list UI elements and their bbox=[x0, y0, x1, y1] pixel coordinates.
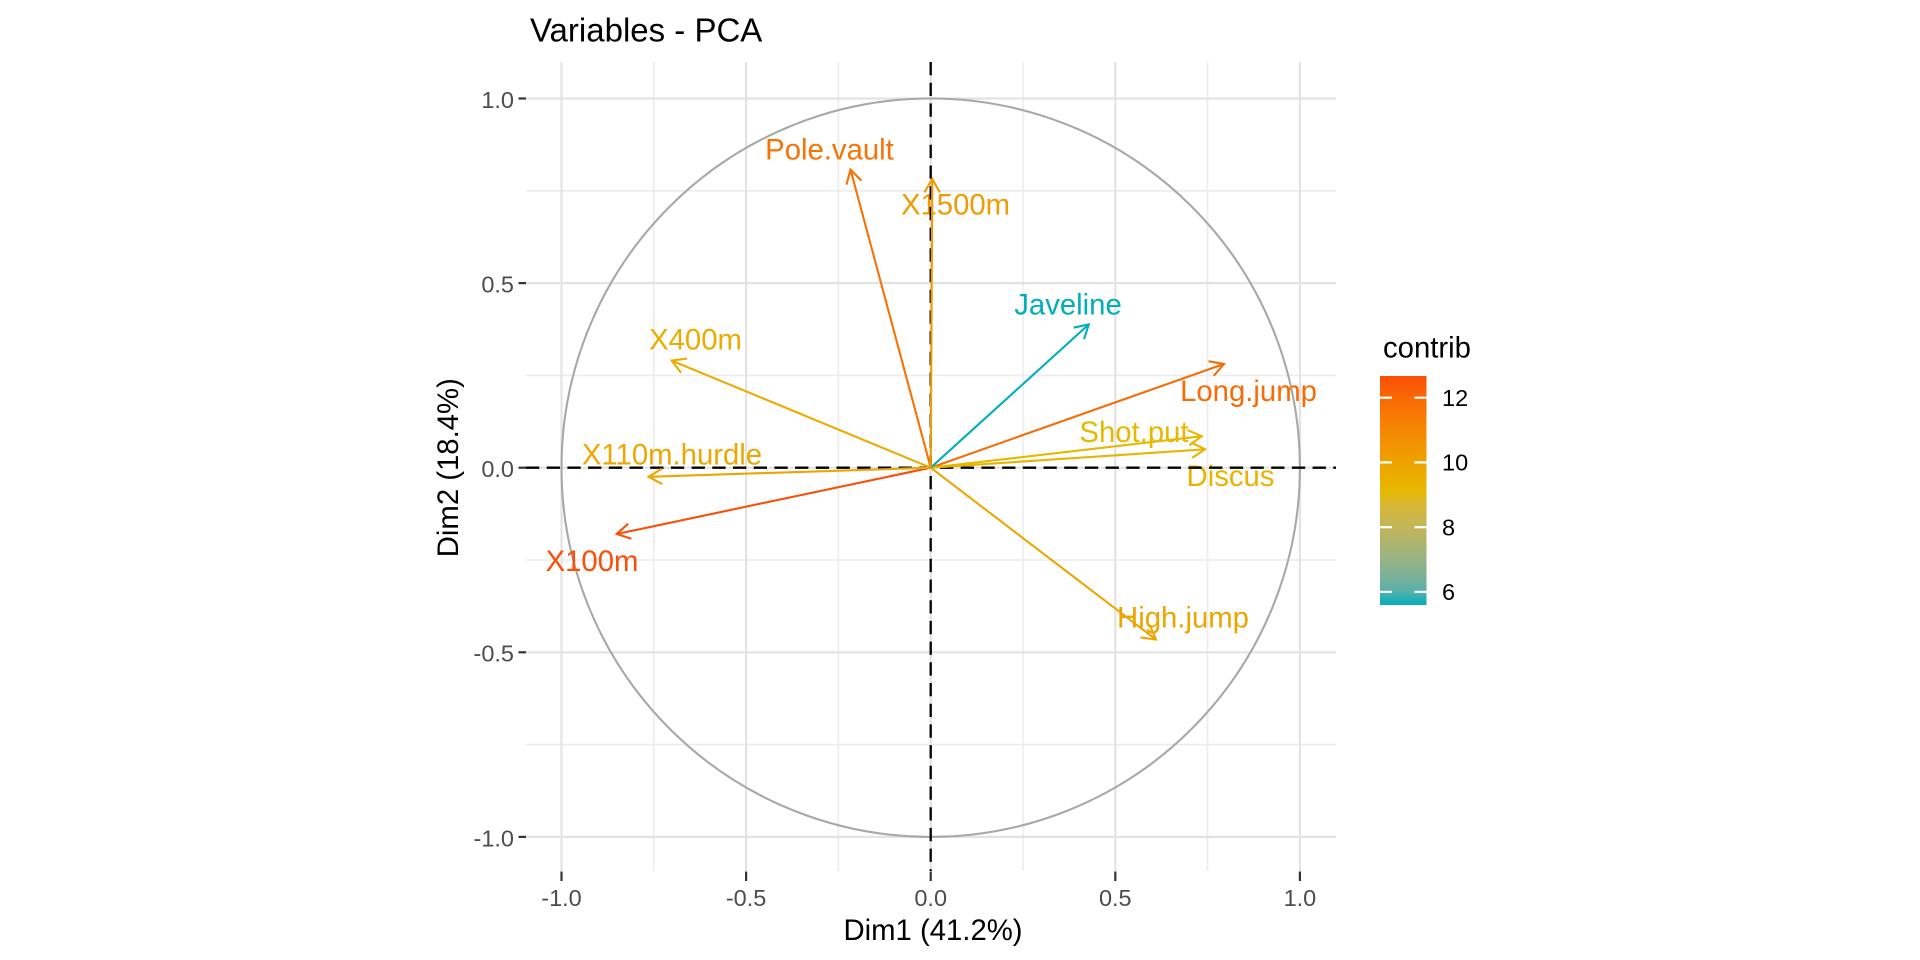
svg-text:6: 6 bbox=[1442, 579, 1455, 605]
svg-text:Javeline: Javeline bbox=[1014, 289, 1122, 322]
svg-text:10: 10 bbox=[1442, 450, 1468, 476]
svg-text:X100m: X100m bbox=[546, 545, 639, 578]
svg-text:-1.0: -1.0 bbox=[474, 825, 515, 851]
svg-text:Long.jump: Long.jump bbox=[1180, 375, 1317, 408]
svg-text:Variables - PCA: Variables - PCA bbox=[530, 12, 762, 49]
svg-text:X400m: X400m bbox=[649, 324, 742, 357]
svg-text:12: 12 bbox=[1442, 385, 1468, 411]
svg-text:1.0: 1.0 bbox=[481, 87, 514, 113]
svg-text:8: 8 bbox=[1442, 515, 1455, 541]
svg-text:0.0: 0.0 bbox=[481, 456, 514, 482]
svg-text:Discus: Discus bbox=[1187, 460, 1275, 493]
svg-text:X1500m: X1500m bbox=[901, 189, 1010, 222]
svg-text:-1.0: -1.0 bbox=[541, 885, 582, 911]
svg-text:-0.5: -0.5 bbox=[726, 885, 767, 911]
svg-text:0.5: 0.5 bbox=[1099, 885, 1132, 911]
svg-text:Dim2 (18.4%): Dim2 (18.4%) bbox=[432, 378, 465, 557]
svg-text:contrib: contrib bbox=[1383, 332, 1471, 365]
svg-text:1.0: 1.0 bbox=[1284, 885, 1317, 911]
svg-text:0.5: 0.5 bbox=[481, 272, 514, 298]
svg-text:-0.5: -0.5 bbox=[474, 641, 515, 667]
svg-text:X110m.hurdle: X110m.hurdle bbox=[582, 438, 762, 471]
svg-text:0.0: 0.0 bbox=[914, 885, 947, 911]
svg-text:Dim1 (41.2%): Dim1 (41.2%) bbox=[843, 914, 1022, 947]
svg-text:High.jump: High.jump bbox=[1117, 602, 1249, 635]
svg-text:Pole.vault: Pole.vault bbox=[765, 134, 894, 167]
